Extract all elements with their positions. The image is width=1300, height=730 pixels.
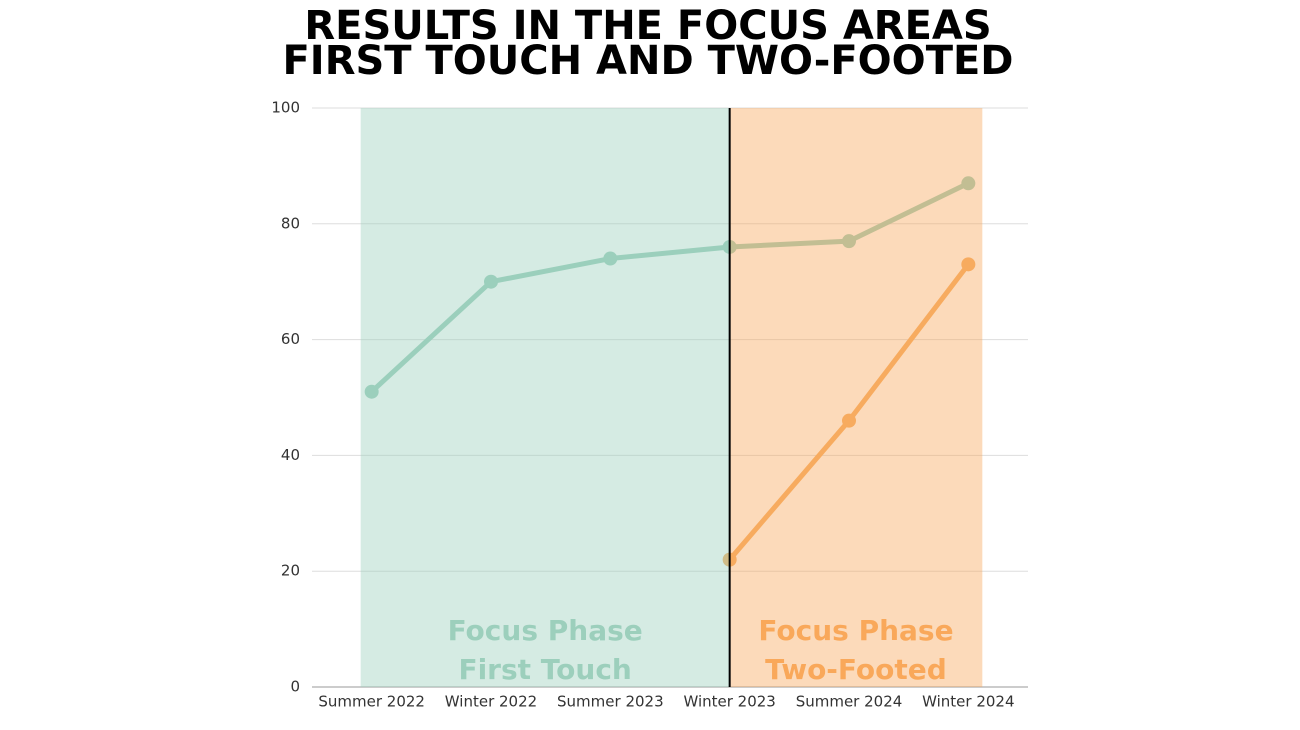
chart-title: FIRST TOUCH AND TWO-FOOTED [282, 38, 1013, 84]
y-tick-label: 80 [281, 214, 300, 232]
x-tick-label: Summer 2024 [796, 693, 903, 711]
data-point [842, 413, 856, 428]
data-point [603, 251, 618, 266]
x-tick-label: Summer 2023 [557, 693, 664, 711]
series-line [369, 181, 970, 394]
data-point [484, 274, 498, 289]
region-label: First Touch [458, 653, 631, 686]
focus-region [729, 108, 983, 687]
region-label: Focus Phase [448, 614, 643, 647]
data-point [961, 176, 976, 191]
focus-region [360, 108, 730, 687]
region-label: Focus Phase [758, 614, 953, 647]
y-tick-label: 100 [271, 99, 300, 117]
region-label: Two-Footed [765, 653, 947, 686]
data-point [842, 234, 856, 249]
y-tick-label: 60 [281, 330, 300, 348]
x-tick-label: Winter 2022 [445, 693, 537, 711]
x-tick-label: Summer 2022 [318, 693, 425, 711]
chart-title: RESULTS IN THE FOCUS AREAS [304, 3, 991, 49]
y-tick-label: 40 [281, 446, 300, 464]
y-tick-label: 20 [281, 562, 300, 580]
data-point [364, 384, 379, 399]
data-point [961, 257, 976, 272]
x-tick-label: Winter 2023 [683, 693, 775, 711]
y-tick-label: 0 [290, 678, 300, 696]
x-tick-label: Winter 2024 [922, 693, 1014, 711]
